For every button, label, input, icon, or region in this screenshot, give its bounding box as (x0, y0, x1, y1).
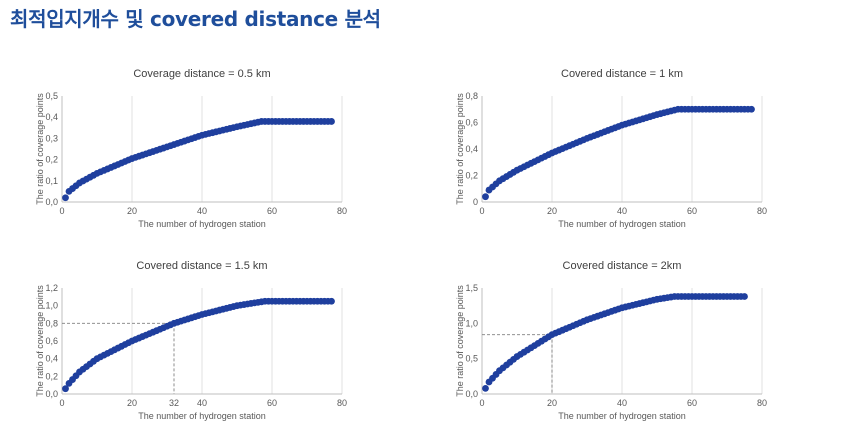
x-tick-label: 20 (547, 206, 557, 216)
x-tick-label: 60 (687, 398, 697, 408)
y-tick-label: 0,8 (45, 318, 58, 328)
x-tick-label: 80 (757, 206, 767, 216)
x-tick-label: 60 (687, 206, 697, 216)
x-tick-label: 40 (617, 206, 627, 216)
x-tick-label: 20 (547, 398, 557, 408)
y-tick-label: 1,0 (465, 318, 478, 328)
y-tick-label: 0,5 (45, 91, 58, 101)
data-point (741, 293, 748, 300)
x-tick-label: 40 (617, 398, 627, 408)
x-tick-label: 40 (197, 398, 207, 408)
data-point (482, 193, 489, 201)
x-tick-label: 80 (337, 206, 347, 216)
y-tick-label: 0,0 (45, 389, 58, 399)
x-tick-label: 60 (267, 398, 277, 408)
data-point (62, 194, 69, 202)
y-tick-label: 0,2 (45, 371, 58, 381)
x-axis-label: The number of hydrogen station (138, 411, 266, 421)
x-tick-label: 20 (127, 398, 137, 408)
y-tick-label: 0,5 (465, 354, 478, 364)
x-axis-label: The number of hydrogen station (558, 219, 686, 229)
x-tick-label: 20 (127, 206, 137, 216)
guide-x-label: 32 (169, 398, 179, 408)
chart-title: Covered distance = 1.5 km (136, 260, 267, 272)
x-tick-label: 0 (59, 206, 64, 216)
y-tick-label: 1,2 (45, 283, 58, 293)
data-point (328, 118, 335, 125)
y-tick-label: 0,8 (465, 91, 478, 101)
chart-svg: Coverage distance = 0.5 km 0 20 40 60 80 0,0 0,… (35, 68, 347, 229)
x-tick-label: 40 (197, 206, 207, 216)
y-tick-label: 0,4 (45, 354, 58, 364)
y-tick-label: 0,2 (465, 171, 478, 181)
data-point (748, 105, 755, 113)
y-axis-label: The ratio of coverage points (455, 285, 465, 397)
chart-svg: Covered distance = 2km 0 20 40 60 80 0,0 0,5 1,0… (455, 260, 767, 421)
chart-coverage-0-5km: Coverage distance = 0.5 km 0 20 40 60 80 0,0 0,… (20, 60, 380, 244)
data-point (328, 297, 335, 305)
chart-coverage-2km: Covered distance = 2km 0 20 40 60 80 0,0 0,5 1,0… (440, 252, 800, 436)
x-tick-label: 80 (337, 398, 347, 408)
page-title: 최적입지개수 및 covered distance 분석 (10, 7, 381, 31)
x-tick-label: 60 (267, 206, 277, 216)
chart-coverage-1km: Covered distance = 1 km 0 20 40 60 80 0 0,2 0,4 0… (440, 60, 800, 244)
y-tick-label: 0,1 (45, 176, 58, 186)
y-tick-label: 0,0 (465, 389, 478, 399)
x-axis-label: The number of hydrogen station (558, 411, 686, 421)
x-tick-label: 0 (479, 398, 484, 408)
y-axis-label: The ratio of coverage points (35, 285, 45, 397)
y-tick-label: 1,0 (45, 301, 58, 311)
y-tick-label: 0,0 (45, 197, 58, 207)
chart-svg: Covered distance = 1.5 km 0 20 40 60 80 0,0 0,2… (35, 260, 347, 421)
y-tick-label: 0,2 (45, 155, 58, 165)
chart-title: Covered distance = 1 km (561, 68, 683, 80)
data-point (62, 385, 69, 393)
y-tick-label: 0,4 (45, 112, 58, 122)
y-tick-label: 0,4 (465, 144, 478, 154)
y-tick-label: 0,3 (45, 133, 58, 143)
chart-title: Coverage distance = 0.5 km (133, 68, 270, 80)
y-tick-label: 0 (473, 197, 478, 207)
y-axis-label: The ratio of coverage points (35, 93, 45, 205)
chart-title: Covered distance = 2km (563, 260, 682, 272)
chart-coverage-1-5km: Covered distance = 1.5 km 0 20 40 60 80 0,0 0,2… (20, 252, 380, 436)
x-tick-label: 80 (757, 398, 767, 408)
y-axis-label: The ratio of coverage points (455, 93, 465, 205)
data-point (482, 384, 489, 392)
x-axis-label: The number of hydrogen station (138, 219, 266, 229)
y-tick-label: 0,6 (45, 336, 58, 346)
chart-svg: Covered distance = 1 km 0 20 40 60 80 0 0,2 0,4 0… (455, 68, 767, 229)
x-tick-label: 0 (59, 398, 64, 408)
y-tick-label: 0,6 (465, 118, 478, 128)
x-tick-label: 0 (479, 206, 484, 216)
y-tick-label: 1,5 (465, 283, 478, 293)
